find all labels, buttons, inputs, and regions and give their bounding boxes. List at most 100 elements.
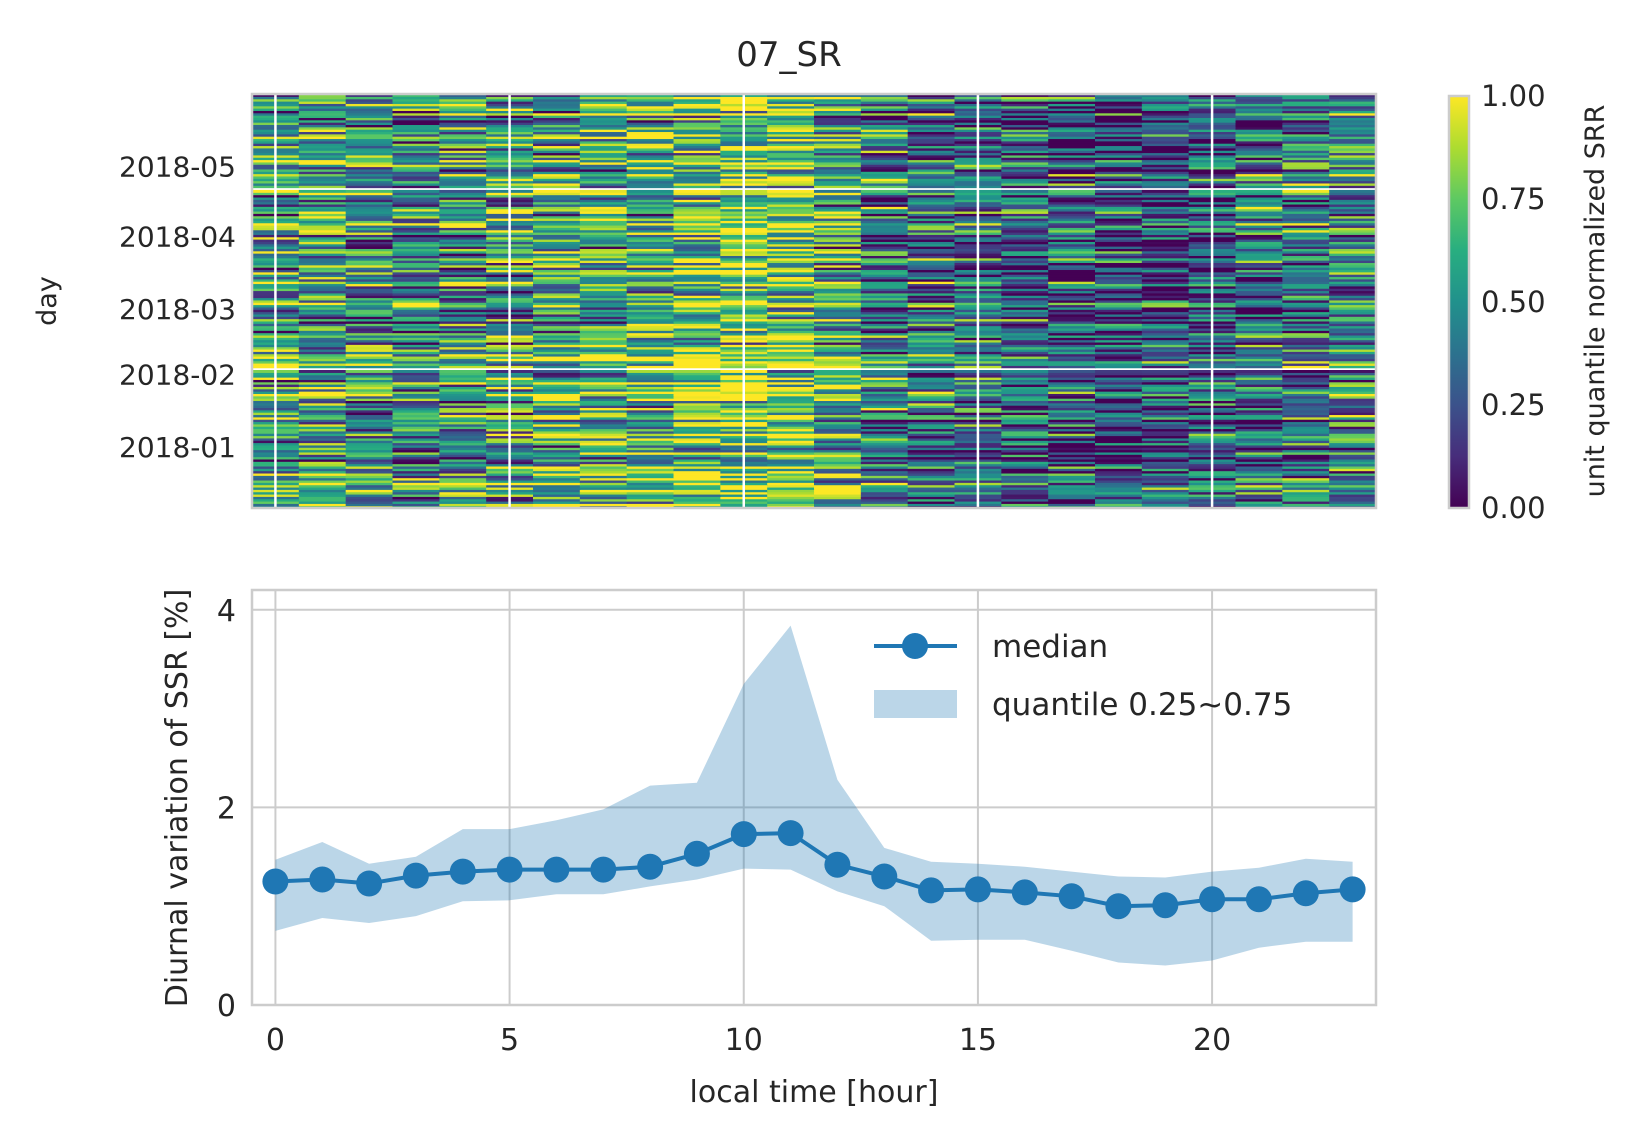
heatmap-cell	[1095, 384, 1143, 387]
heatmap-cell	[392, 232, 440, 235]
heatmap-cell	[1141, 318, 1190, 322]
heatmap-cell	[345, 229, 394, 233]
heatmap-cell	[298, 117, 347, 121]
heatmap-cell	[907, 239, 956, 242]
heatmap-cell	[392, 318, 440, 322]
heatmap-cell	[767, 138, 815, 142]
heatmap-cell	[392, 402, 440, 406]
heatmap-cell	[814, 386, 862, 390]
heatmap-cell	[392, 360, 440, 364]
heatmap-cell	[439, 119, 487, 123]
heatmap-cell	[1329, 222, 1376, 226]
heatmap-cell	[814, 426, 862, 430]
heatmap-cell	[1095, 458, 1143, 462]
heatmap-cell	[392, 337, 440, 341]
heatmap-cell	[767, 164, 815, 168]
heatmap-cell	[860, 136, 909, 140]
heatmap-cell	[1048, 152, 1096, 156]
heatmap-cell	[767, 405, 815, 409]
heatmap-cell	[298, 477, 347, 481]
heatmap-cell	[1001, 355, 1049, 359]
heatmap-cell	[1282, 451, 1330, 455]
heatmap-cell	[626, 306, 675, 310]
heatmap-cell	[1235, 337, 1283, 341]
heatmap-cell	[1048, 316, 1096, 320]
heatmap-cell	[1329, 189, 1376, 193]
heatmap-cell	[1235, 271, 1283, 275]
heatmap-cell	[1141, 313, 1190, 317]
heatmap-cell	[1095, 119, 1143, 123]
heatmap-cell	[439, 185, 487, 189]
heatmap-cell	[1048, 288, 1096, 292]
heatmap-cell	[579, 131, 628, 135]
heatmap-cell	[298, 503, 347, 507]
heatmap-cell	[626, 278, 675, 282]
heatmap-cell	[298, 255, 347, 259]
heatmap-cell	[533, 377, 581, 380]
heatmap-cell	[907, 129, 956, 133]
heatmap-cell	[345, 140, 394, 144]
heatmap-cell	[626, 129, 675, 133]
heatmap-cell	[1001, 374, 1049, 378]
heatmap-cell	[298, 440, 347, 444]
heatmap-cell	[1282, 285, 1330, 289]
heatmap-cell	[439, 400, 487, 404]
heatmap-cell	[1329, 398, 1376, 402]
quantile-band	[275, 625, 1353, 966]
heatmap-cell	[626, 283, 675, 287]
heatmap-cell	[1235, 327, 1283, 331]
heatmap-cell	[1235, 461, 1283, 465]
heatmap-cell	[814, 239, 862, 242]
heatmap-cell	[1095, 465, 1143, 469]
heatmap-cell	[1282, 496, 1330, 500]
heatmap-cell	[1001, 472, 1049, 476]
heatmap-cell	[439, 409, 487, 413]
heatmap-cell	[1329, 206, 1376, 210]
heatmap-cell	[1095, 292, 1143, 296]
heatmap-cell	[533, 426, 581, 430]
heatmap-cell	[860, 248, 909, 252]
heatmap-cell	[907, 147, 956, 151]
heatmap-cell	[1329, 309, 1376, 313]
heatmap-cell	[533, 126, 581, 130]
heatmap-cell	[767, 381, 815, 385]
heatmap-cell	[1329, 234, 1376, 238]
heatmap-cell	[579, 185, 628, 189]
heatmap-cell	[1001, 119, 1049, 123]
heatmap-cell	[345, 199, 394, 203]
heatmap-cell	[673, 250, 721, 254]
heatmap-cell	[392, 288, 440, 292]
heatmap-cell	[767, 353, 815, 357]
heatmap-cell	[1235, 304, 1283, 308]
heatmap-cell	[860, 285, 909, 289]
heatmap-cell	[1001, 484, 1049, 488]
heatmap-cell	[1141, 201, 1190, 205]
heatmap-cell	[860, 299, 909, 303]
heatmap-cell	[1282, 297, 1330, 301]
heatmap-cell	[1095, 262, 1143, 266]
heatmap-cell	[907, 355, 956, 359]
heatmap-cell	[907, 101, 956, 104]
heatmap-cell	[907, 262, 956, 266]
heatmap-cell	[860, 220, 909, 224]
heatmap-cell	[579, 285, 628, 289]
heatmap-cell	[814, 257, 862, 261]
heatmap-cell	[814, 306, 862, 310]
heatmap-cell	[1329, 232, 1376, 235]
heatmap-cell	[579, 475, 628, 479]
heatmap-cell	[907, 241, 956, 245]
heatmap-cell	[345, 435, 394, 439]
heatmap-cell	[907, 168, 956, 172]
heatmap-cell	[907, 435, 956, 439]
heatmap-cell	[860, 444, 909, 448]
heatmap-cell	[1329, 159, 1376, 163]
heatmap-cell	[1141, 157, 1190, 161]
heatmap-cell	[814, 463, 862, 467]
heatmap-cell	[1048, 110, 1096, 114]
heatmap-cell	[907, 379, 956, 383]
heatmap-cell	[814, 171, 862, 175]
heatmap-cell	[579, 470, 628, 474]
heatmap-cell	[345, 175, 394, 179]
heatmap-cell	[1001, 122, 1049, 126]
heatmap-cell	[579, 262, 628, 266]
